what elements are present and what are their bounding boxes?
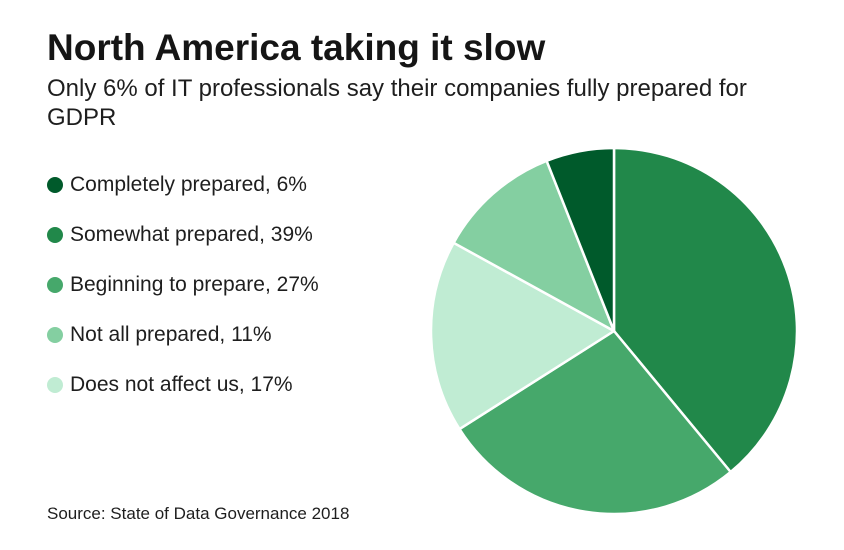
legend-swatch-does-not-affect-us [47, 377, 63, 393]
pie-slice-somewhat-prepared [612, 146, 799, 474]
legend-label-completely-prepared: Completely prepared, 6% [70, 173, 307, 196]
legend-swatch-not-all-prepared [47, 327, 63, 343]
legend-label-beginning-to-prepare: Beginning to prepare, 27% [70, 273, 319, 296]
legend-item-beginning-to-prepare: Beginning to prepare, 27% [47, 270, 319, 300]
legend-label-does-not-affect-us: Does not affect us, 17% [70, 373, 293, 396]
legend: Completely prepared, 6% Somewhat prepare… [47, 170, 319, 420]
legend-swatch-somewhat-prepared [47, 227, 63, 243]
source-note: Source: State of Data Governance 2018 [47, 504, 350, 523]
pie-slice-not-all-prepared [452, 159, 616, 333]
pie-slice-does-not-affect-us [429, 241, 616, 431]
legend-item-completely-prepared: Completely prepared, 6% [47, 170, 319, 200]
legend-item-somewhat-prepared: Somewhat prepared, 39% [47, 220, 319, 250]
legend-label-somewhat-prepared: Somewhat prepared, 39% [70, 223, 313, 246]
pie-slice-beginning-to-prepare [458, 329, 732, 516]
legend-label-not-all-prepared: Not all prepared, 11% [70, 323, 272, 346]
legend-swatch-beginning-to-prepare [47, 277, 63, 293]
chart-title: North America taking it slow [47, 27, 546, 68]
pie-slice-completely-prepared [545, 146, 616, 333]
legend-item-not-all-prepared: Not all prepared, 11% [47, 320, 319, 350]
legend-swatch-completely-prepared [47, 177, 63, 193]
chart-subtitle: Only 6% of IT professionals say their co… [47, 75, 747, 131]
legend-item-does-not-affect-us: Does not affect us, 17% [47, 370, 319, 400]
